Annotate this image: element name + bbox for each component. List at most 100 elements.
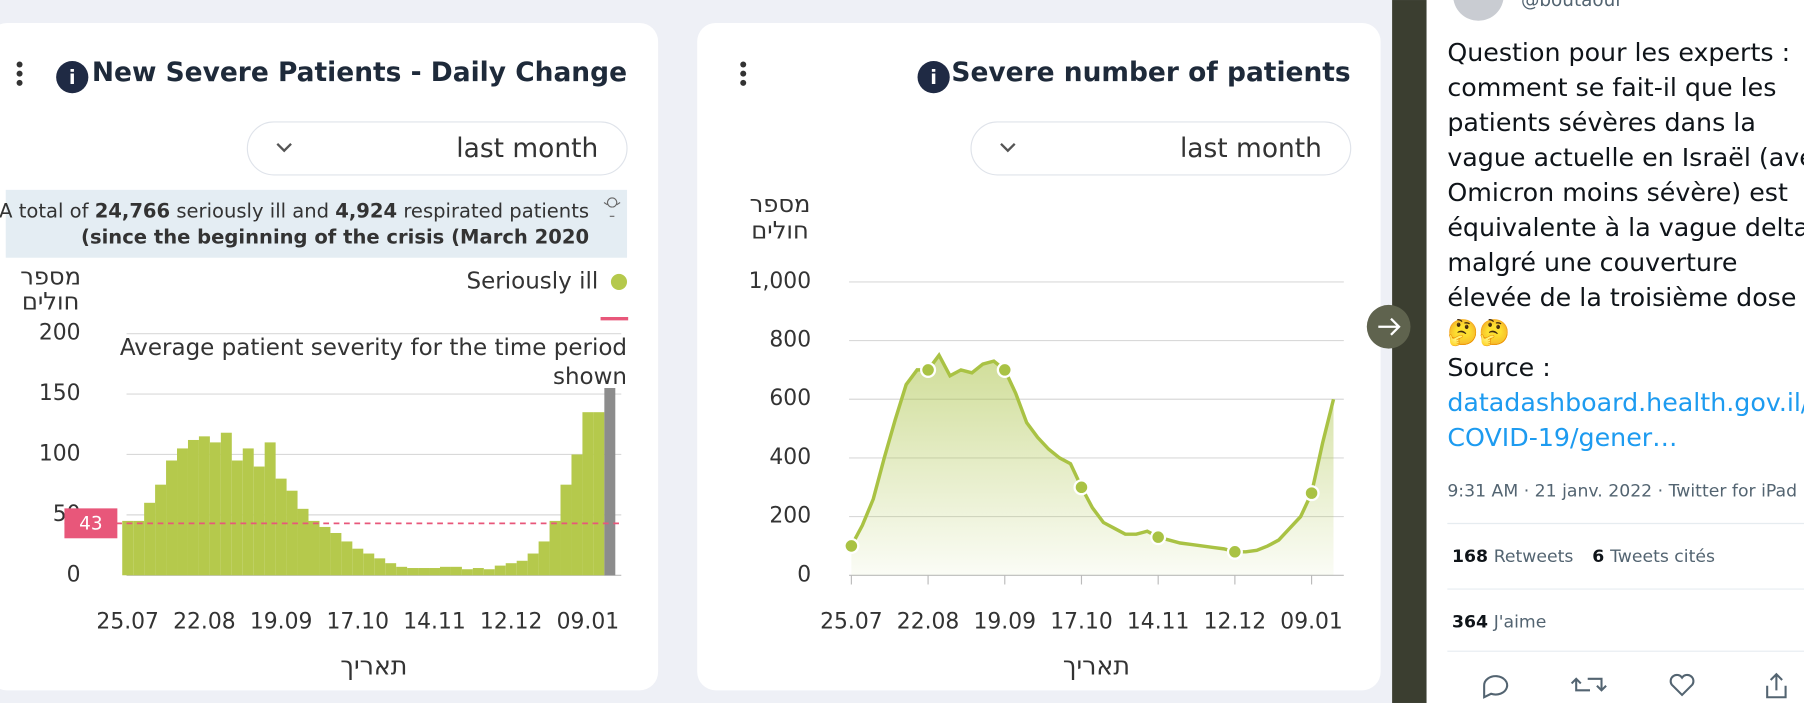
x-tick-label: 09.01 <box>1280 609 1343 634</box>
summary-line: (since the beginning of the crisis (Marc… <box>81 226 589 249</box>
point-marker <box>1150 529 1167 546</box>
x-tick-label: 14.11 <box>403 609 466 634</box>
average-badge <box>64 508 118 539</box>
tweet-meta: 9:31 AM · 21 janv. 2022 · Twitter for iP… <box>1447 481 1797 501</box>
tweet-text: équivalente à la vague delta <box>1447 213 1804 242</box>
tweet-text: Omicron moins sévère) est <box>1447 178 1788 207</box>
y-axis-title: חולים <box>22 288 80 316</box>
y-tick-label: 0 <box>797 562 811 587</box>
stat-label: J'aime <box>1493 612 1547 632</box>
bar <box>407 568 419 576</box>
menu-dot <box>740 61 747 68</box>
x-tick-label: 17.10 <box>1050 609 1113 634</box>
bar <box>275 478 287 576</box>
legend-label: Seriously ill <box>467 268 599 294</box>
bar <box>253 466 265 576</box>
tweet-actions <box>1483 672 1787 699</box>
menu-dot <box>16 79 23 86</box>
info-i: i <box>930 66 937 89</box>
menu-dot <box>740 79 747 86</box>
bar <box>494 565 506 576</box>
tweet-text: comment se fait-il que les <box>1447 73 1776 102</box>
stat-count: 364 <box>1452 612 1488 632</box>
tweet-stat[interactable]: 364 J'aime <box>1452 612 1546 632</box>
bar <box>429 568 440 576</box>
average-value: 43 <box>79 513 102 534</box>
bar <box>341 541 353 576</box>
bar <box>330 532 342 576</box>
bar <box>385 563 397 576</box>
chart-title: New Severe Patients - Daily Change <box>92 57 627 88</box>
summary-part: A total of <box>0 199 95 222</box>
y-tick-label: 1,000 <box>749 269 812 294</box>
summary-part: 4,924 <box>335 199 397 222</box>
bar <box>166 460 178 576</box>
summary-line: A total of 24,766 seriously ill and 4,92… <box>0 199 589 222</box>
like-icon[interactable] <box>1669 673 1695 697</box>
point-marker <box>1073 479 1090 496</box>
point-marker <box>1226 543 1243 560</box>
bar <box>187 439 199 576</box>
y-axis-title: מספר <box>750 190 811 218</box>
menu-dot <box>16 61 23 68</box>
bar <box>374 558 386 576</box>
share-icon[interactable] <box>1766 672 1787 699</box>
x-tick-label: 19.09 <box>974 609 1037 634</box>
reply-icon[interactable] <box>1483 675 1509 699</box>
tweet-text: 🤔🤔 <box>1447 318 1510 347</box>
bar <box>396 566 408 576</box>
bar <box>582 412 594 576</box>
dropdown-value: last month <box>1180 133 1322 164</box>
tweet-text: élevée de la troisième dose ? <box>1447 283 1804 312</box>
y-tick-label: 0 <box>67 562 81 587</box>
tweet-link: datadashboard.health.gov.il/ <box>1447 388 1804 417</box>
tweet-text: patients sévères dans la <box>1447 108 1756 137</box>
bar <box>220 432 232 576</box>
summary-part: 24,766 <box>95 199 170 222</box>
y-axis-title: מספר <box>20 262 81 290</box>
tweet-stat[interactable]: 6 Tweets cités <box>1592 547 1715 567</box>
x-tick-label: 17.10 <box>327 609 390 634</box>
x-axis-title: תאריך <box>1063 651 1130 680</box>
bar <box>242 448 254 576</box>
tweet-text: vague actuelle en Israël (avec <box>1447 143 1804 172</box>
retweet-icon[interactable] <box>1570 677 1607 692</box>
bar <box>450 566 462 576</box>
bar <box>538 541 550 576</box>
bar <box>418 568 430 576</box>
dropdown[interactable] <box>246 121 628 176</box>
tweet-stat[interactable]: 168 Retweets <box>1452 547 1573 567</box>
x-tick-label: 22.08 <box>173 609 236 634</box>
y-tick-label: 100 <box>39 441 81 466</box>
bar <box>439 566 451 576</box>
bar <box>122 520 134 576</box>
dropdown[interactable] <box>970 121 1352 176</box>
avatar <box>1453 0 1504 21</box>
chart-title: Severe number of patients <box>951 57 1350 88</box>
stat-label: Tweets cités <box>1609 547 1715 567</box>
y-tick-label: 800 <box>769 328 811 353</box>
bar <box>352 548 364 576</box>
bar <box>308 520 320 576</box>
x-tick-label: 09.01 <box>557 609 620 634</box>
x-tick-label: 14.11 <box>1127 609 1190 634</box>
x-tick-label: 12.12 <box>1204 609 1267 634</box>
x-tick-label: 12.12 <box>480 609 543 634</box>
bar <box>505 563 517 576</box>
x-tick-label: 22.08 <box>897 609 960 634</box>
bar <box>209 442 221 576</box>
area <box>851 355 1334 576</box>
menu-dot <box>740 70 747 77</box>
chevron <box>276 143 292 153</box>
y-tick-label: 200 <box>39 321 81 346</box>
y-tick-label: 150 <box>39 381 81 406</box>
bar <box>363 553 375 576</box>
summary-box <box>5 189 628 258</box>
y-axis-title: חולים <box>751 216 809 244</box>
bar <box>593 412 605 576</box>
bar <box>483 569 495 576</box>
arrow-icon <box>1378 317 1401 336</box>
tweet-link: COVID-19/gener… <box>1447 423 1677 452</box>
menu-dot <box>16 70 23 77</box>
